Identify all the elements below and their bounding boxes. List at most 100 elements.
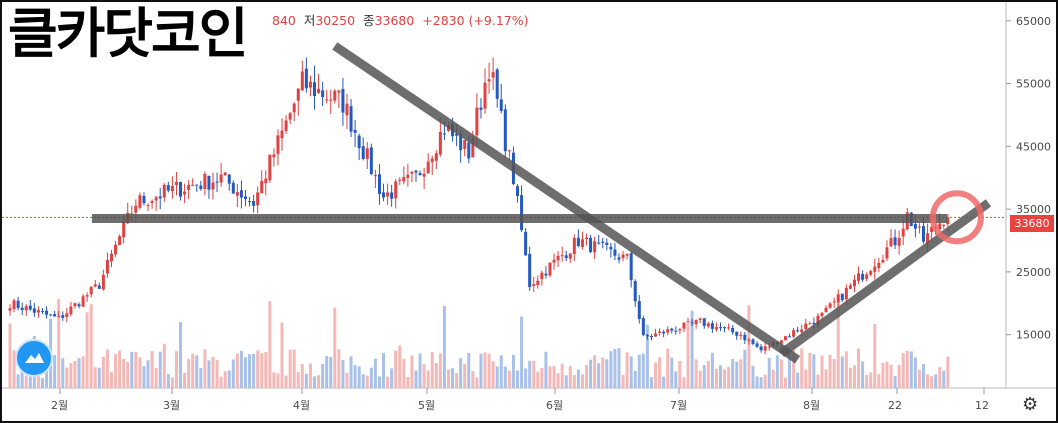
volume-bar [373,358,377,388]
volume-bar [12,350,16,388]
candle-body [357,135,361,149]
candle-body [649,335,653,337]
volume-bar [666,348,670,388]
candle-body [666,329,670,333]
candle-body [739,335,743,337]
volume-bar [771,369,775,388]
volume-bar [812,354,816,388]
candle-body [674,330,678,332]
volume-bar [292,349,296,388]
tradingview-cloud-icon[interactable] [15,339,53,377]
volume-bar [783,377,787,388]
candle-body [179,181,183,197]
candle-body [138,195,142,208]
candle-body [398,179,402,181]
volume-bar [215,360,219,388]
volume-bar [775,355,779,388]
page-title: 클카닷코인 [8,2,248,65]
candle-body [913,223,917,229]
volume-bar [816,374,820,388]
volume-bar [110,371,113,388]
volume-bar [593,355,597,388]
candle-body [560,255,564,257]
volume-bar [568,365,572,388]
candle-body [369,147,373,175]
y-tick-label: 65000 [1016,15,1051,28]
candle-body [694,320,698,325]
volume-bar [873,323,877,388]
candle-body [170,185,174,192]
candle-body [783,336,787,341]
candle-body [446,125,450,132]
candle-body [528,253,532,288]
candle-body [105,260,109,274]
volume-bar [256,350,260,388]
volume-bar [552,366,556,388]
gear-icon[interactable]: ⚙ [1022,394,1039,415]
volume-bar [53,355,57,388]
candle-body [272,154,276,158]
volume-bar [183,372,187,388]
candle-body [893,237,897,246]
candle-body [53,314,57,317]
volume-bar [645,324,649,388]
candle-body [223,172,227,176]
ohlc-low-label: 저 [303,13,316,28]
volume-bar [524,368,528,388]
candle-body [641,318,645,335]
candle-body [690,322,694,324]
candle-body [901,228,905,237]
volume-bar [792,349,796,388]
volume-bar [804,369,808,388]
candle-body [313,82,316,97]
candle-body [804,323,808,330]
candle-body [816,315,820,325]
volume-bar [325,356,329,388]
candle-body [333,90,337,101]
volume-bar [410,355,414,388]
volume-bar [881,362,885,388]
volume-bar [239,350,243,388]
volume-bar [828,354,832,388]
candle-body [857,273,861,281]
candle-body [264,178,268,184]
volume-bar [260,353,264,388]
candle-body [110,253,113,262]
volume-bar [702,365,706,388]
volume-bar [211,356,215,388]
ohlc-low-value: 30250 [315,13,356,28]
volume-bar [662,376,666,388]
volume-bar [313,376,316,388]
volume-bar [276,373,280,388]
candle-body [304,68,308,89]
volume-bar [264,352,268,388]
candle-body [252,200,256,206]
volume-bar [114,354,118,388]
volume-bar [337,349,341,388]
candle-body [85,295,89,297]
candle-body [544,273,548,276]
volume-bar [203,349,207,388]
candle-body [199,185,203,190]
volume-bar [698,370,702,388]
volume-bar [455,373,459,388]
candle-body [796,330,800,332]
candle-body [16,300,20,308]
candle-body [235,192,239,196]
volume-bar [126,361,130,388]
volume-bar [414,370,418,388]
volume-bar [877,374,881,388]
candle-body [227,174,231,184]
candle-body [678,329,682,331]
candle-body [487,79,491,82]
volume-bar [710,352,714,388]
volume-bar [150,351,154,388]
candle-body [540,272,544,280]
volume-bar [820,355,824,388]
volume-bar [885,361,889,388]
candle-body [755,343,759,347]
x-tick-label: 5월 [418,399,435,412]
volume-bar [321,363,325,388]
